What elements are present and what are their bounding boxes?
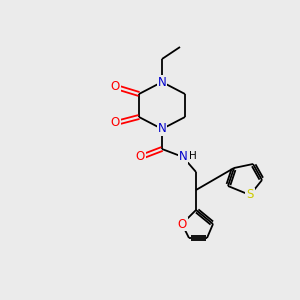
Text: N: N [158,76,166,88]
Text: O: O [110,116,120,130]
Text: N: N [178,151,188,164]
Text: O: O [135,151,145,164]
Text: H: H [189,151,197,161]
Text: O: O [177,218,187,230]
Text: O: O [110,80,120,94]
Text: S: S [246,188,254,202]
Text: N: N [158,122,166,136]
